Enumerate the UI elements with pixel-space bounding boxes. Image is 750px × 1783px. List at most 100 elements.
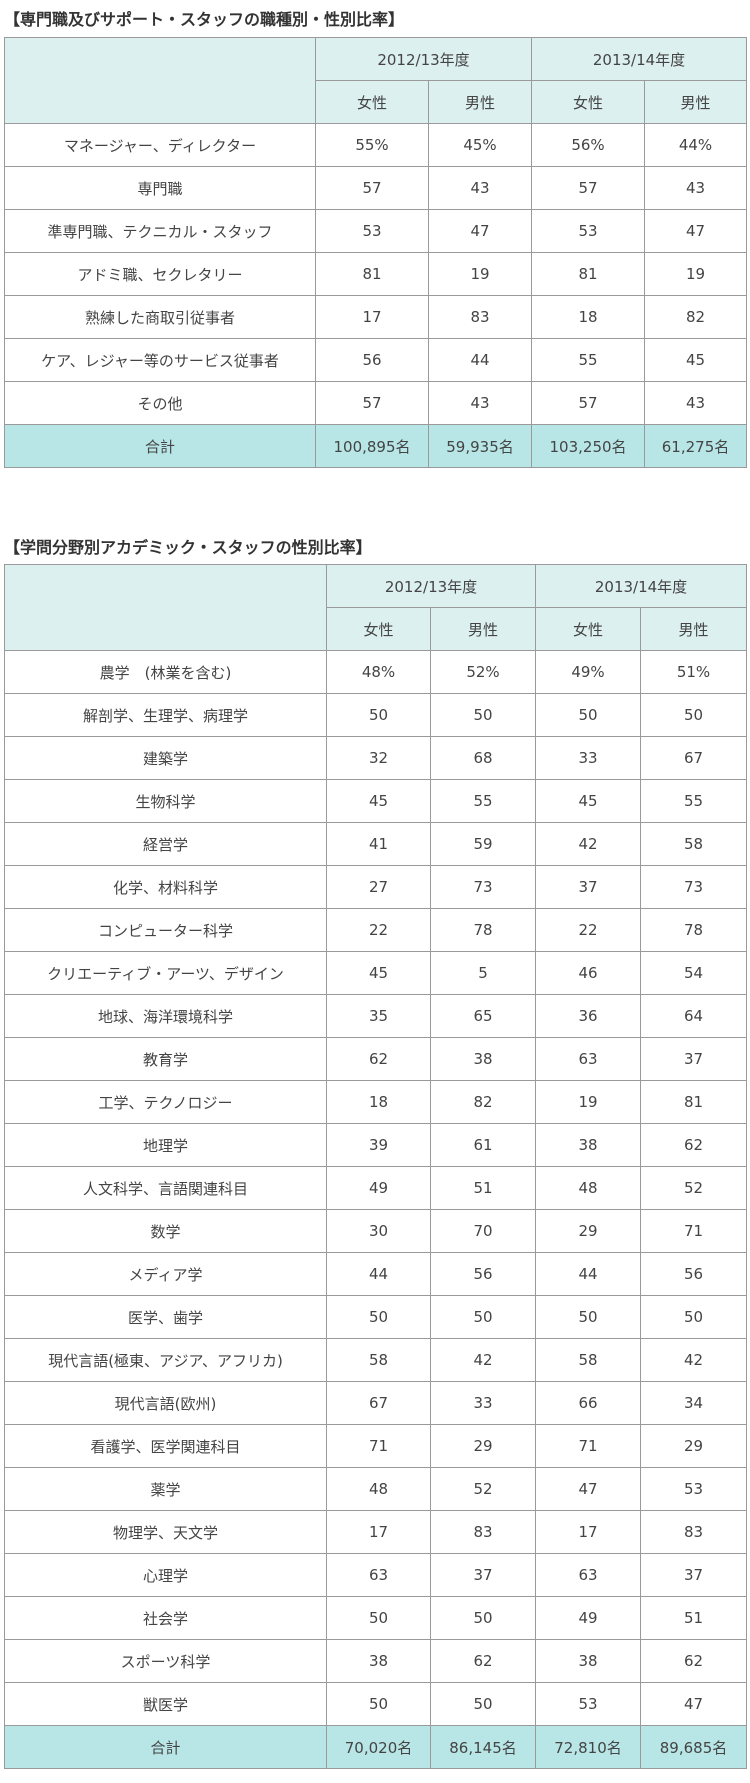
total-value: 70,020名 (326, 1725, 431, 1769)
year-header: 2013/14年度 (535, 564, 748, 608)
female-value: 50 (326, 1682, 431, 1726)
male-header: 男性 (427, 80, 533, 124)
male-value: 55 (640, 779, 748, 823)
female-value: 18 (531, 295, 646, 339)
male-header: 男性 (644, 80, 748, 124)
year-header: 2012/13年度 (314, 37, 533, 81)
female-value: 50 (326, 1295, 431, 1339)
row-label: 現代言語(極東、アジア、アフリカ) (4, 1338, 327, 1382)
row-label: ケア、レジャー等のサービス従事者 (4, 338, 316, 382)
male-value: 73 (429, 865, 537, 909)
female-value: 22 (535, 908, 642, 952)
male-value: 62 (429, 1639, 537, 1683)
male-value: 29 (429, 1424, 537, 1468)
row-label: 現代言語(欧州) (4, 1381, 327, 1425)
row-label: 医学、歯学 (4, 1295, 327, 1339)
female-value: 38 (535, 1123, 642, 1167)
row-label: 心理学 (4, 1553, 327, 1597)
male-value: 78 (429, 908, 537, 952)
table-row: 現代言語(極東、アジア、アフリカ) 58 42 58 42 (4, 1338, 748, 1382)
table-row: ケア、レジャー等のサービス従事者 56 44 55 45 (4, 338, 748, 382)
male-value: 78 (640, 908, 748, 952)
section-title-academic-ratio: 【学問分野別アカデミック・スタッフの性別比率】 (4, 538, 372, 557)
female-value: 17 (315, 295, 429, 339)
male-value: 44% (644, 123, 748, 167)
table-row: 化学、材料科学 27 73 37 73 (4, 865, 748, 909)
male-value: 47 (644, 209, 748, 253)
male-value: 83 (429, 1510, 537, 1554)
male-value: 59 (429, 822, 537, 866)
female-value: 49 (535, 1596, 642, 1640)
female-value: 63 (535, 1037, 642, 1081)
male-value: 56 (429, 1252, 537, 1296)
male-value: 68 (429, 736, 537, 780)
table-row: 教育学 62 38 63 37 (4, 1037, 748, 1081)
male-value: 83 (640, 1510, 748, 1554)
female-value: 46 (535, 951, 642, 995)
male-value: 55 (429, 779, 537, 823)
table-row: 社会学 50 50 49 51 (4, 1596, 748, 1640)
female-value: 50 (535, 1295, 642, 1339)
table-row: 工学、テクノロジー 18 82 19 81 (4, 1080, 748, 1124)
row-label: その他 (4, 381, 316, 425)
row-label: 地理学 (4, 1123, 327, 1167)
female-value: 56 (315, 338, 429, 382)
female-value: 58 (326, 1338, 431, 1382)
female-value: 41 (326, 822, 431, 866)
male-value: 83 (427, 295, 533, 339)
male-value: 61 (429, 1123, 537, 1167)
male-value: 50 (429, 1295, 537, 1339)
female-value: 36 (535, 994, 642, 1038)
male-value: 34 (640, 1381, 748, 1425)
table-row: 解剖学、生理学、病理学 50 50 50 50 (4, 693, 748, 737)
female-value: 55% (315, 123, 429, 167)
female-value: 19 (535, 1080, 642, 1124)
female-value: 42 (535, 822, 642, 866)
total-value: 61,275名 (644, 424, 748, 468)
male-value: 54 (640, 951, 748, 995)
male-value: 47 (640, 1682, 748, 1726)
total-row: 合計 70,020名 86,145名 72,810名 89,685名 (4, 1725, 748, 1769)
female-value: 17 (326, 1510, 431, 1554)
male-value: 51 (640, 1596, 748, 1640)
female-value: 27 (326, 865, 431, 909)
female-value: 47 (535, 1467, 642, 1511)
male-header: 男性 (429, 607, 537, 651)
total-value: 86,145名 (429, 1725, 537, 1769)
table-row: 心理学 63 37 63 37 (4, 1553, 748, 1597)
table-row: 熟練した商取引従事者 17 83 18 82 (4, 295, 748, 339)
female-value: 57 (531, 381, 646, 425)
male-value: 67 (640, 736, 748, 780)
table-row: メディア学 44 56 44 56 (4, 1252, 748, 1296)
female-value: 48 (326, 1467, 431, 1511)
male-value: 45% (427, 123, 533, 167)
male-value: 37 (429, 1553, 537, 1597)
female-value: 57 (315, 166, 429, 210)
academic-ratio-table: 2012/13年度 2013/14年度 女性 男性 女性 男性 農学 (林業を含む) 48% 5… (4, 564, 748, 1769)
table-row: 専門職 57 43 57 43 (4, 166, 748, 210)
row-label: 工学、テクノロジー (4, 1080, 327, 1124)
female-value: 33 (535, 736, 642, 780)
male-value: 52 (429, 1467, 537, 1511)
table-row: 看護学、医学関連科目 71 29 71 29 (4, 1424, 748, 1468)
female-value: 38 (326, 1639, 431, 1683)
section-title-staff-ratio: 【専門職及びサポート・スタッフの職種別・性別比率】 (4, 10, 405, 29)
female-value: 30 (326, 1209, 431, 1253)
female-value: 63 (535, 1553, 642, 1597)
total-value: 72,810名 (535, 1725, 642, 1769)
row-label: 社会学 (4, 1596, 327, 1640)
male-value: 82 (644, 295, 748, 339)
table-row: その他 57 43 57 43 (4, 381, 748, 425)
female-value: 32 (326, 736, 431, 780)
table-row: 農学 (林業を含む) 48% 52% 49% 51% (4, 650, 748, 694)
total-value: 100,895名 (315, 424, 429, 468)
male-value: 51 (429, 1166, 537, 1210)
female-value: 45 (326, 951, 431, 995)
male-value: 53 (640, 1467, 748, 1511)
male-value: 70 (429, 1209, 537, 1253)
row-label: 経営学 (4, 822, 327, 866)
male-value: 56 (640, 1252, 748, 1296)
female-header: 女性 (326, 607, 431, 651)
male-value: 19 (427, 252, 533, 296)
total-label: 合計 (4, 424, 316, 468)
